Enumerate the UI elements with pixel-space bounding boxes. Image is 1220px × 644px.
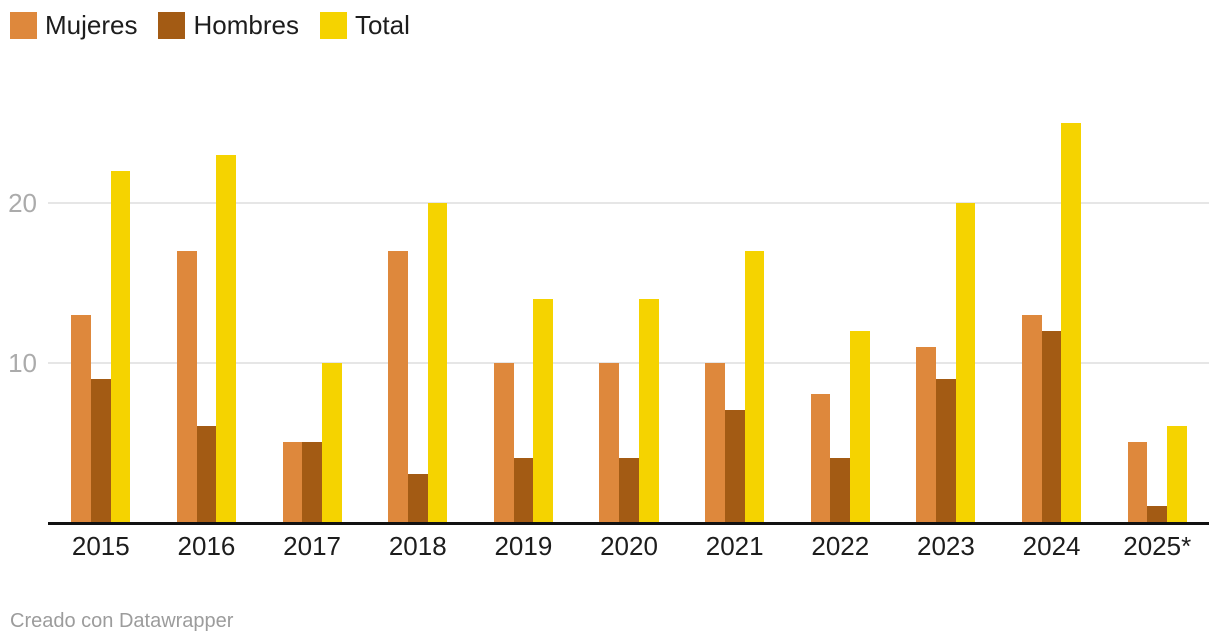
bar-2018-total	[427, 203, 448, 522]
bar-2025-hombres	[1147, 506, 1168, 522]
bar-group-2018	[365, 80, 471, 522]
legend-swatch-hombres	[158, 12, 186, 39]
bar-group-2019	[471, 80, 577, 522]
bar-group-2021	[682, 80, 788, 522]
bar-group-2022	[787, 80, 893, 522]
bars-area	[48, 80, 1210, 522]
bar-2015-mujeres	[71, 314, 91, 522]
bar-2018-mujeres	[388, 250, 408, 522]
bar-2024-mujeres	[1022, 314, 1042, 522]
x-label-2016: 2016	[177, 531, 236, 561]
y-tick-label-10: 10	[8, 347, 37, 378]
legend: Mujeres Hombres Total	[10, 11, 410, 40]
bar-2017-hombres	[302, 442, 322, 522]
bar-2019-total	[533, 298, 553, 522]
bar-group-2017	[259, 80, 365, 522]
bar-2015-hombres	[90, 378, 111, 522]
bar-2020-mujeres	[599, 362, 620, 522]
x-label-2021: 2021	[705, 531, 764, 561]
bar-2016-mujeres	[176, 250, 197, 522]
bar-2020-total	[638, 298, 659, 522]
legend-swatch-mujeres	[10, 12, 37, 39]
bar-2020-hombres	[619, 458, 639, 522]
bar-group-2024	[999, 80, 1105, 522]
gridline-10	[48, 361, 1209, 364]
gridline-20	[48, 202, 1209, 204]
bar-2018-hombres	[407, 474, 428, 522]
x-label-2024: 2024	[1022, 531, 1081, 561]
bar-2022-total	[850, 330, 870, 522]
x-label-2022: 2022	[811, 531, 870, 561]
bar-2024-hombres	[1041, 330, 1062, 522]
bar-2021-total	[744, 250, 765, 522]
legend-swatch-total	[319, 12, 347, 39]
x-label-2025: 2025*	[1123, 531, 1192, 561]
x-label-2020: 2020	[600, 531, 658, 561]
legend-item-hombres: Hombres	[158, 10, 299, 40]
bar-2021-hombres	[724, 410, 745, 522]
bar-2021-mujeres	[705, 362, 725, 522]
bar-group-2016	[154, 80, 260, 522]
bar-2019-hombres	[513, 458, 534, 522]
x-label-2015: 2015	[71, 531, 130, 561]
bar-2015-total	[110, 171, 131, 522]
legend-label-total: Total	[354, 10, 410, 40]
bar-group-2015	[48, 80, 154, 522]
bar-2022-hombres	[830, 458, 851, 522]
bar-2016-hombres	[196, 426, 217, 522]
x-axis-line	[48, 522, 1209, 525]
x-label-2018: 2018	[388, 531, 447, 561]
bar-2023-mujeres	[916, 346, 937, 522]
bar-group-2023	[893, 80, 999, 522]
bar-2019-mujeres	[493, 362, 514, 522]
legend-item-mujeres: Mujeres	[10, 11, 137, 40]
bar-group-2025	[1104, 80, 1210, 522]
legend-label-hombres: Hombres	[193, 10, 299, 40]
bar-2022-mujeres	[810, 394, 831, 522]
y-tick-label-20: 20	[8, 188, 37, 218]
datawrapper-attribution-link[interactable]: Creado con Datawrapper	[10, 610, 234, 632]
bar-2024-total	[1061, 123, 1082, 522]
bar-2023-hombres	[936, 378, 956, 522]
x-axis-labels: 2015 2016 2017 2018 2019 2020 2021 2022 2023 2024…	[48, 531, 1210, 561]
legend-label-mujeres: Mujeres	[45, 10, 138, 40]
bar-group-2020	[576, 80, 682, 522]
bar-2017-mujeres	[282, 442, 303, 522]
x-label-2023: 2023	[917, 531, 975, 561]
bar-2025-total	[1167, 426, 1187, 522]
bar-2025-mujeres	[1127, 442, 1148, 522]
bar-2016-total	[216, 155, 236, 522]
x-label-2019: 2019	[494, 531, 553, 561]
bar-2023-total	[955, 203, 976, 522]
bar-2017-total	[321, 362, 342, 522]
legend-item-total: Total	[319, 10, 410, 40]
x-label-2017: 2017	[283, 531, 342, 561]
